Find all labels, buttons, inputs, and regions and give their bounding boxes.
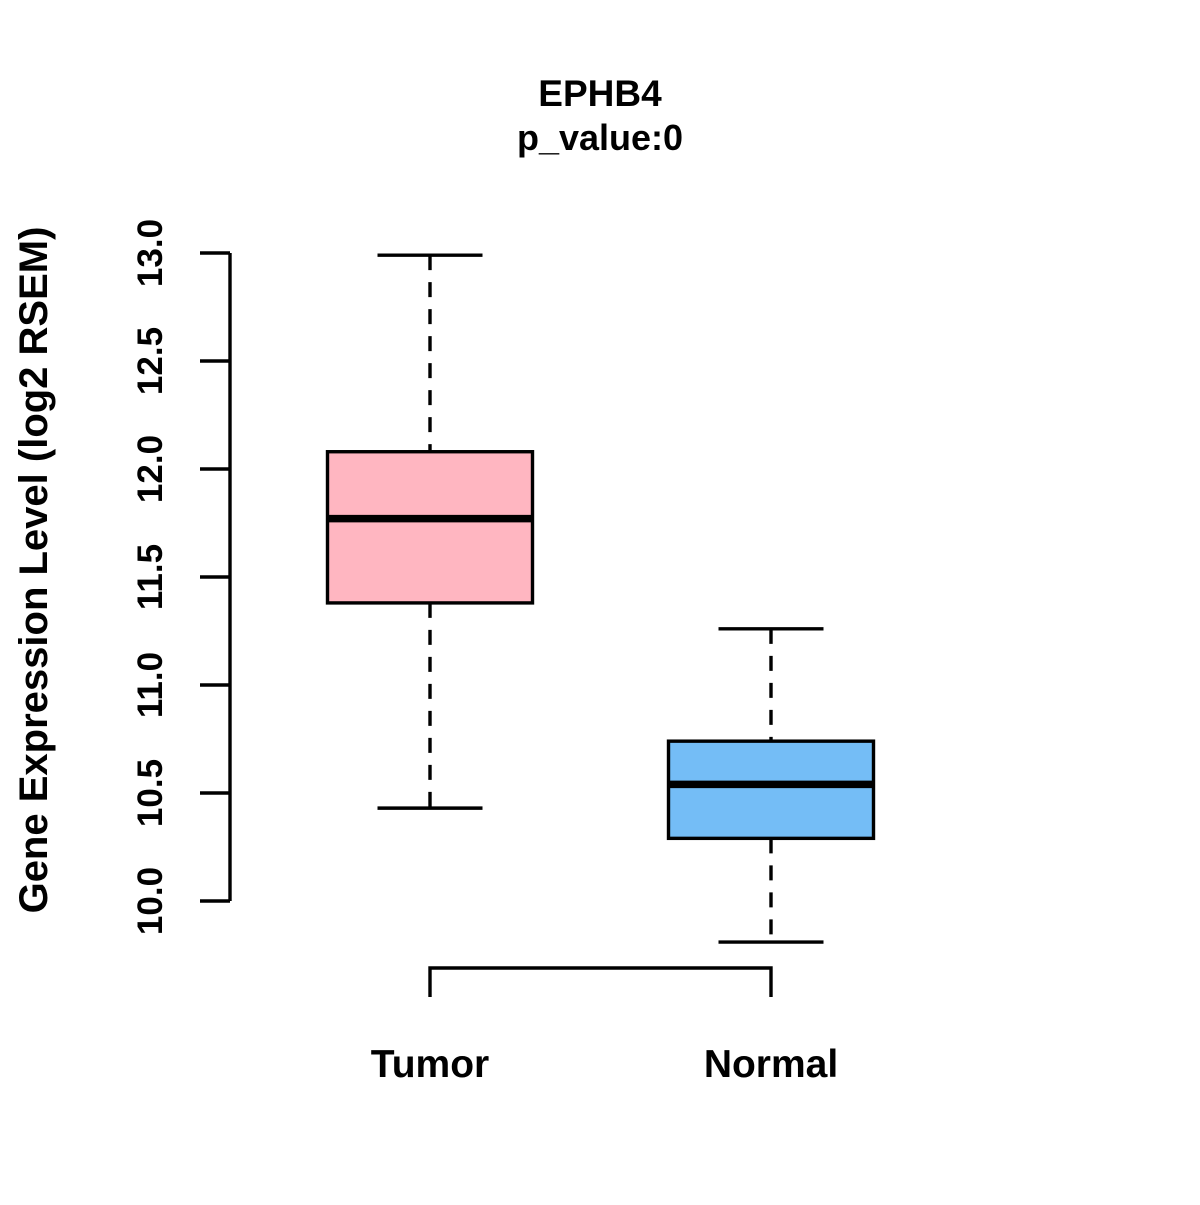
y-axis-tick-label: 12.5 xyxy=(131,327,170,395)
category-label-tumor: Tumor xyxy=(371,1043,489,1086)
y-axis-tick-label: 13.0 xyxy=(131,219,170,287)
y-axis-tick-label: 12.0 xyxy=(131,435,170,503)
y-axis-tick-label: 10.0 xyxy=(131,867,170,935)
tumor-box xyxy=(325,450,535,605)
chart-title: EPHB4 xyxy=(538,73,662,114)
chart-subtitle: p_value:0 xyxy=(517,117,683,158)
category-label-normal: Normal xyxy=(704,1043,838,1086)
y-axis-tick-label: 10.5 xyxy=(131,759,170,827)
y-axis-title: Gene Expression Level (log2 RSEM) xyxy=(12,227,56,914)
y-axis-tick-label: 11.5 xyxy=(131,544,170,610)
plot-area: 10.0 10.5 11.0 11.5 12.0 12.5 13.0 xyxy=(131,219,876,997)
y-axis-tick-label: 11.0 xyxy=(131,652,170,718)
normal-box xyxy=(666,739,876,841)
comparison-bracket xyxy=(428,966,773,997)
